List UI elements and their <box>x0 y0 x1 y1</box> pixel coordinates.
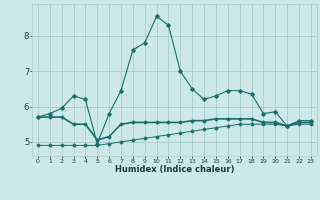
X-axis label: Humidex (Indice chaleur): Humidex (Indice chaleur) <box>115 165 234 174</box>
